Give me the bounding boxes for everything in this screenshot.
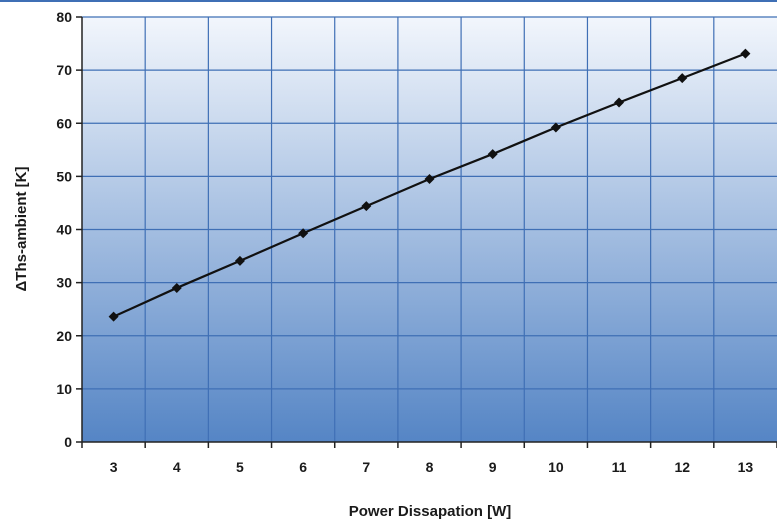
axes [76, 16, 777, 448]
x-tick-label: 10 [548, 459, 564, 475]
data-point-marker [740, 48, 751, 59]
data-point-marker [361, 201, 372, 212]
data-point-marker [234, 255, 245, 266]
y-tick-label: 50 [56, 168, 72, 184]
data-point-marker [171, 282, 182, 293]
series-group [108, 48, 751, 322]
data-point-marker [424, 174, 435, 185]
x-axis-title: Power Dissapation [W] [349, 503, 512, 520]
x-tick-label: 12 [674, 459, 690, 475]
y-tick-label: 20 [56, 328, 72, 344]
data-point-marker [677, 73, 688, 84]
y-tick-label: 10 [56, 381, 72, 397]
y-tick-label: 60 [56, 115, 72, 131]
x-tick-label: 8 [426, 459, 434, 475]
x-tick-label: 11 [612, 459, 627, 475]
x-tick-label: 4 [173, 459, 181, 475]
x-tick-label: 13 [738, 459, 754, 475]
x-tick-label: 6 [299, 459, 307, 475]
y-axis-title: ΔThs-ambient [K] [13, 167, 30, 292]
y-tick-label: 80 [56, 9, 72, 25]
data-point-marker [550, 122, 561, 133]
gridlines [82, 16, 777, 442]
x-tick-label: 7 [362, 459, 370, 475]
y-tick-labels: 0 10 20 30 40 50 60 70 80 [56, 9, 72, 450]
data-point-marker [614, 97, 625, 108]
x-tick-label: 5 [236, 459, 244, 475]
data-point-marker [108, 311, 119, 322]
data-point-marker [487, 149, 498, 160]
x-tick-label: 9 [489, 459, 497, 475]
x-tick-label: 3 [110, 459, 118, 475]
y-tick-label: 40 [56, 222, 72, 238]
x-tick-labels: 3 4 5 6 7 8 9 10 11 12 13 [110, 459, 754, 475]
data-point-marker [298, 228, 309, 239]
y-tick-label: 0 [64, 434, 72, 450]
y-tick-label: 30 [56, 275, 72, 291]
y-tick-label: 70 [56, 62, 72, 78]
